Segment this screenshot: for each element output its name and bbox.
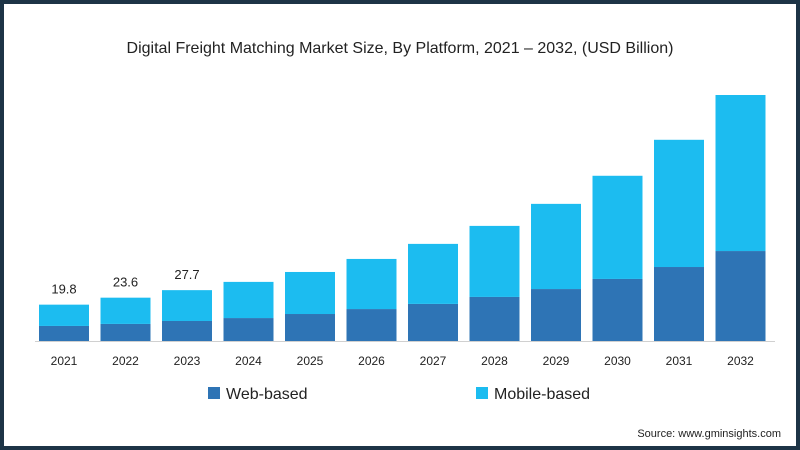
bar-web-based-2032 <box>715 251 766 341</box>
bar-web-based-2030 <box>592 278 643 341</box>
data-label-2022: 23.6 <box>113 275 138 290</box>
legend-label-mobile-based: Mobile-based <box>494 386 590 403</box>
x-tick-label: 2023 <box>174 354 201 368</box>
bar-web-based-2027 <box>408 303 458 341</box>
x-tick-label: 2029 <box>543 354 570 368</box>
bar-mobile-based-2030 <box>592 175 643 279</box>
x-tick-label: 2032 <box>727 354 754 368</box>
bar-mobile-based-2031 <box>654 139 704 268</box>
x-tick-label: 2031 <box>666 354 693 368</box>
legend-swatch-web-based <box>208 387 220 399</box>
source-note: Source: www.gminsights.com <box>637 428 781 440</box>
legend-swatch-mobile-based <box>476 387 488 399</box>
x-tick-label: 2028 <box>481 354 508 368</box>
bar-mobile-based-2025 <box>285 271 335 315</box>
bar-mobile-based-2029 <box>531 203 581 290</box>
bar-mobile-based-2023 <box>162 290 212 321</box>
chart-title: Digital Freight Matching Market Size, By… <box>127 40 674 57</box>
data-label-2021: 19.8 <box>51 282 76 297</box>
bar-web-based-2028 <box>469 296 520 341</box>
legend-label-web-based: Web-based <box>226 386 308 403</box>
bar-mobile-based-2026 <box>346 258 397 310</box>
bar-web-based-2023 <box>162 320 212 341</box>
bar-web-based-2024 <box>223 318 274 341</box>
x-tick-label: 2026 <box>358 354 385 368</box>
bar-web-based-2021 <box>39 325 89 341</box>
bar-mobile-based-2024 <box>223 281 274 319</box>
x-tick-label: 2021 <box>51 354 78 368</box>
data-label-2023: 27.7 <box>174 267 199 282</box>
legend: Web-based Mobile-based <box>208 386 590 403</box>
bar-web-based-2031 <box>654 267 704 341</box>
bar-web-based-2026 <box>346 309 397 341</box>
bar-web-based-2025 <box>285 314 335 341</box>
bar-mobile-based-2032 <box>715 95 766 252</box>
x-tick-label: 2022 <box>112 354 139 368</box>
x-tick-label: 2024 <box>235 354 262 368</box>
bar-mobile-based-2028 <box>469 225 520 297</box>
x-tick-label: 2030 <box>604 354 631 368</box>
bar-web-based-2029 <box>531 289 581 341</box>
bar-web-based-2022 <box>100 323 151 341</box>
bar-mobile-based-2027 <box>408 243 458 304</box>
x-tick-label: 2027 <box>420 354 447 368</box>
bar-mobile-based-2022 <box>100 297 151 324</box>
x-tick-label: 2025 <box>297 354 324 368</box>
bar-mobile-based-2021 <box>39 304 89 326</box>
